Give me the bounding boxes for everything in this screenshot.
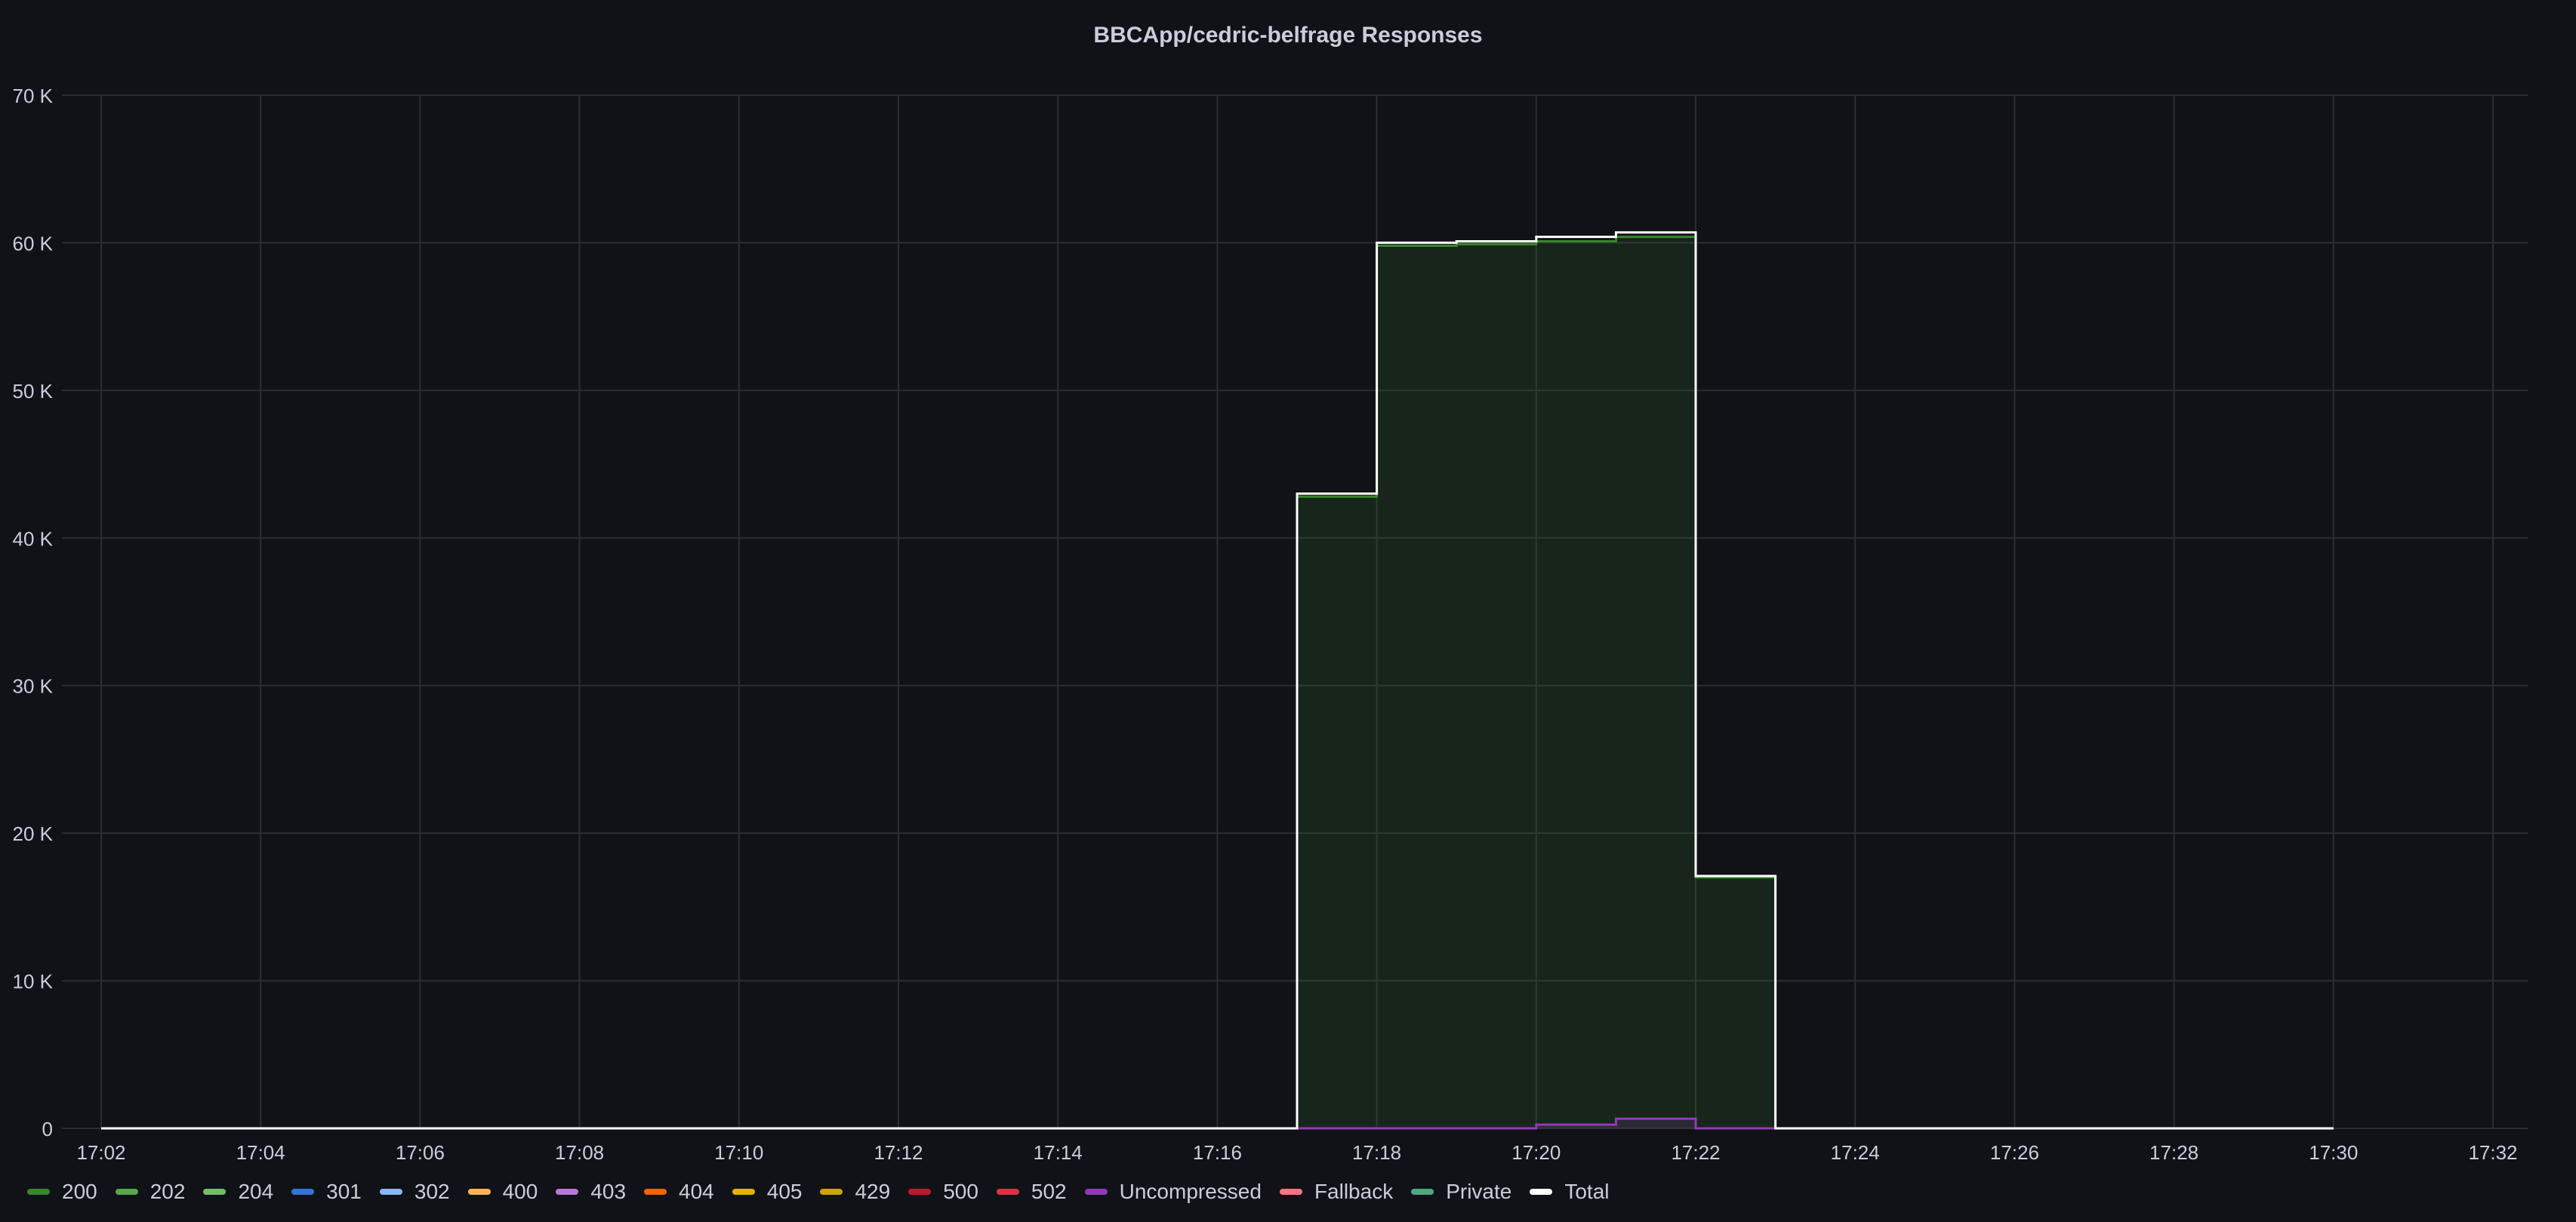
series-line-200 <box>101 236 2334 1130</box>
legend-label: 302 <box>414 1180 450 1203</box>
legend-swatch <box>291 1189 315 1195</box>
legend-label: 404 <box>679 1180 714 1203</box>
legend-item-429[interactable]: 429 <box>820 1180 890 1204</box>
legend-item-202[interactable]: 202 <box>115 1180 186 1204</box>
legend-label: Uncompressed <box>1119 1180 1262 1203</box>
legend-item-fallback[interactable]: Fallback <box>1279 1180 1394 1204</box>
legend-label: 502 <box>1031 1180 1067 1203</box>
x-tick-label: 17:14 <box>1034 1141 1083 1164</box>
x-tick-label: 17:30 <box>2309 1141 2358 1164</box>
legend-swatch <box>1279 1189 1302 1195</box>
legend-label: Private <box>1446 1180 1512 1203</box>
series-line-uncompressed <box>101 1117 2334 1130</box>
legend-item-private[interactable]: Private <box>1411 1180 1511 1204</box>
x-tick-label: 17:28 <box>2149 1141 2199 1164</box>
x-tick-label: 17:22 <box>1671 1141 1720 1164</box>
legend-item-500[interactable]: 500 <box>908 1180 978 1204</box>
legend-item-301[interactable]: 301 <box>291 1180 362 1204</box>
y-tick-label: 50 K <box>13 380 54 403</box>
legend-swatch <box>379 1189 402 1195</box>
x-tick-label: 17:18 <box>1352 1141 1401 1164</box>
legend-item-total[interactable]: Total <box>1530 1180 1610 1204</box>
legend-item-204[interactable]: 204 <box>203 1180 273 1204</box>
x-tick-label: 17:32 <box>2468 1141 2517 1164</box>
legend-item-302[interactable]: 302 <box>379 1180 450 1204</box>
legend-label: Total <box>1564 1180 1610 1203</box>
y-tick-label: 0 <box>42 1118 53 1140</box>
legend-swatch <box>1411 1189 1434 1195</box>
legend-label: 429 <box>855 1180 891 1203</box>
legend-item-200[interactable]: 200 <box>27 1180 97 1204</box>
legend-swatch <box>644 1189 667 1195</box>
x-tick-label: 17:24 <box>1831 1141 1880 1164</box>
x-tick-label: 17:10 <box>714 1141 763 1164</box>
legend-item-403[interactable]: 403 <box>556 1180 626 1204</box>
legend-label: 200 <box>62 1180 97 1203</box>
x-tick-label: 17:16 <box>1193 1141 1242 1164</box>
x-tick-label: 17:06 <box>396 1141 445 1164</box>
legend-item-400[interactable]: 400 <box>467 1180 538 1204</box>
legend-item-405[interactable]: 405 <box>732 1180 803 1204</box>
x-tick-label: 17:12 <box>874 1141 923 1164</box>
chart-title: BBCApp/cedric-belfrage Responses <box>1093 23 1483 48</box>
y-tick-label: 30 K <box>13 675 54 698</box>
chart-legend: 200 202 204 301 302 400 403 404 405 429 500 502 Unco… <box>27 1178 1628 1205</box>
legend-swatch <box>1530 1189 1553 1195</box>
y-tick-label: 20 K <box>13 822 54 845</box>
y-tick-label: 60 K <box>13 232 54 255</box>
legend-label: 202 <box>149 1180 186 1203</box>
legend-swatch <box>996 1189 1019 1195</box>
legend-swatch <box>908 1189 932 1195</box>
legend-swatch <box>820 1189 843 1195</box>
legend-label: 500 <box>943 1180 978 1203</box>
y-tick-label: 70 K <box>13 85 54 107</box>
x-tick-label: 17:04 <box>236 1141 285 1164</box>
legend-label: 204 <box>238 1180 274 1203</box>
legend-swatch <box>1084 1189 1108 1195</box>
legend-item-uncompressed[interactable]: Uncompressed <box>1084 1180 1262 1204</box>
legend-swatch <box>115 1189 138 1195</box>
legend-label: 301 <box>326 1180 362 1203</box>
legend-label: 400 <box>502 1180 538 1203</box>
legend-label: 405 <box>766 1180 803 1203</box>
legend-label: 403 <box>590 1180 627 1203</box>
legend-item-404[interactable]: 404 <box>644 1180 714 1204</box>
legend-swatch <box>203 1189 226 1195</box>
legend-item-502[interactable]: 502 <box>996 1180 1067 1204</box>
legend-swatch <box>27 1189 50 1195</box>
x-tick-label: 17:08 <box>555 1141 604 1164</box>
x-tick-label: 17:26 <box>1990 1141 2039 1164</box>
legend-label: Fallback <box>1314 1180 1394 1203</box>
y-tick-label: 10 K <box>13 971 54 993</box>
series-line-total <box>101 231 2334 1130</box>
x-tick-label: 17:02 <box>76 1141 125 1164</box>
legend-swatch <box>556 1189 579 1195</box>
x-tick-label: 17:20 <box>1511 1141 1561 1164</box>
legend-swatch <box>467 1189 491 1195</box>
y-tick-label: 40 K <box>13 527 54 550</box>
legend-swatch <box>732 1189 755 1195</box>
